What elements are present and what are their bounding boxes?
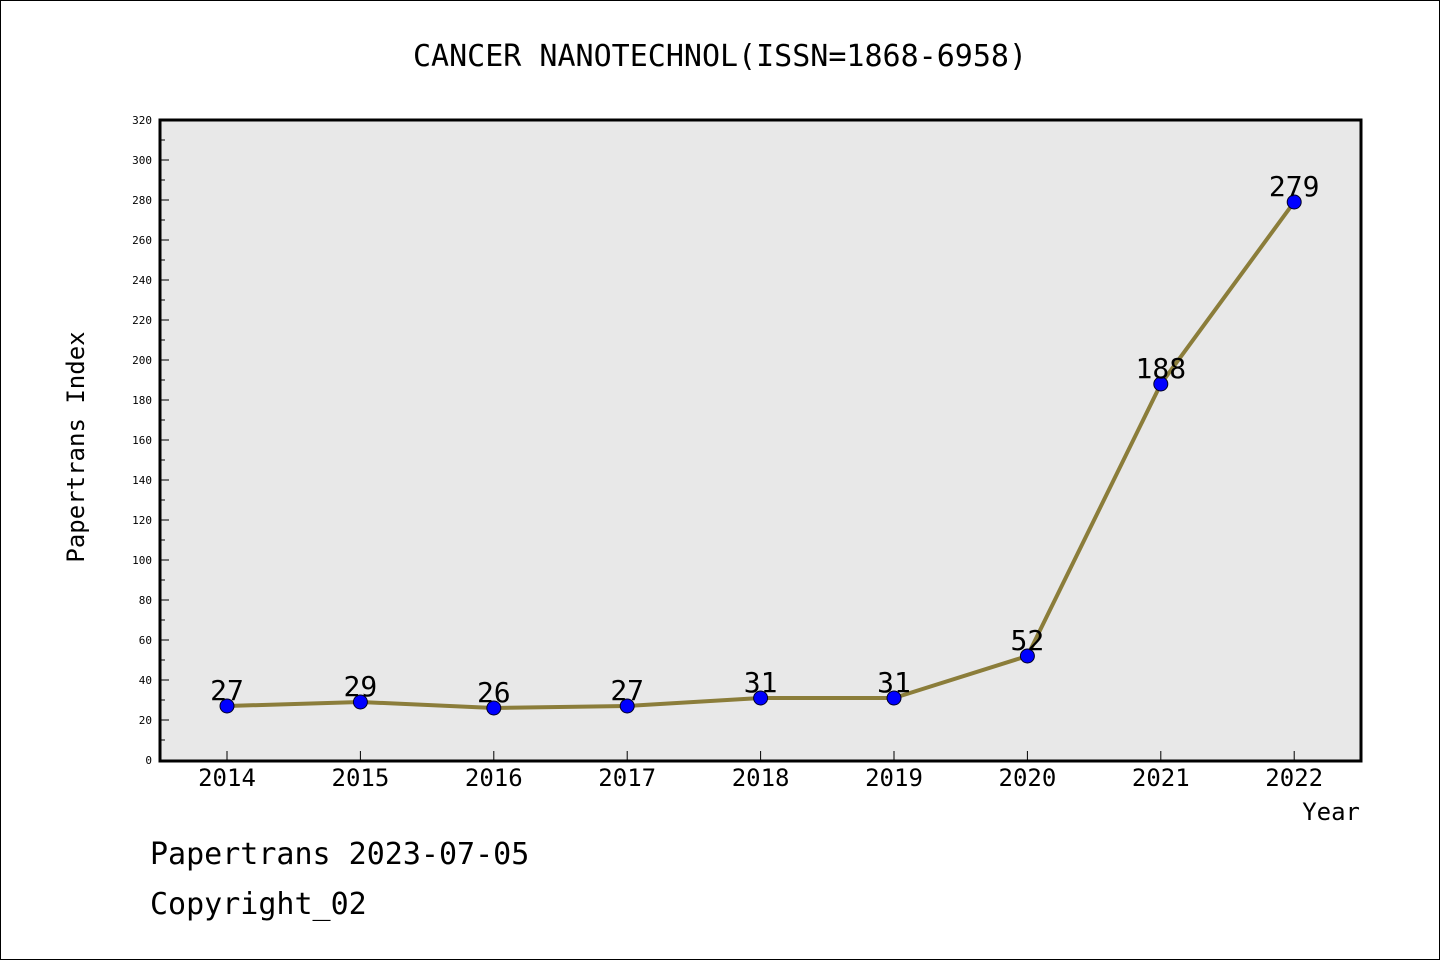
y-tick-label: 180 xyxy=(132,394,152,407)
x-tick-label: 2020 xyxy=(999,764,1057,792)
x-axis-ticks: 2014 2015 2016 2017 2018 2019 2020 2021 2022 xyxy=(198,751,1323,792)
data-point[interactable] xyxy=(619,698,635,714)
y-axis-label: Papertrans Index xyxy=(62,331,90,562)
y-tick-label: 80 xyxy=(139,594,152,607)
x-axis-label: Year xyxy=(1302,798,1360,826)
y-tick-label: 300 xyxy=(132,154,152,167)
data-label: 31 xyxy=(744,666,778,699)
plot-area xyxy=(158,118,1363,763)
x-tick-label: 2018 xyxy=(732,764,790,792)
data-label: 27 xyxy=(210,674,244,707)
chart-title: CANCER NANOTECHNOL(ISSN=1868-6958) xyxy=(413,39,1027,74)
data-point[interactable] xyxy=(1019,648,1035,664)
data-label: 52 xyxy=(1011,624,1045,657)
y-tick-label: 60 xyxy=(139,634,152,647)
x-tick-label: 2019 xyxy=(865,764,923,792)
data-point[interactable] xyxy=(486,700,502,716)
data-label: 29 xyxy=(344,670,378,703)
y-tick-label: 160 xyxy=(132,434,152,447)
x-tick-label: 2017 xyxy=(598,764,656,792)
data-point[interactable] xyxy=(1153,376,1169,392)
y-tick-label: 140 xyxy=(132,474,152,487)
y-tick-label: 20 xyxy=(139,714,152,727)
y-axis-ticks: 0 20 40 60 80 100 120 140 160 180 200 220 240 260 280 3… xyxy=(132,114,169,767)
data-point[interactable] xyxy=(886,690,902,706)
y-tick-label: 40 xyxy=(139,674,152,687)
series-line-group xyxy=(219,194,1302,716)
data-point[interactable] xyxy=(753,690,769,706)
y-tick-label: 260 xyxy=(132,234,152,247)
data-point[interactable] xyxy=(352,694,368,710)
x-tick-label: 2022 xyxy=(1265,764,1323,792)
data-label: 188 xyxy=(1136,352,1187,385)
y-tick-label: 280 xyxy=(132,194,152,207)
data-labels-group: 27 29 26 27 31 31 52 188 279 xyxy=(210,170,1319,709)
data-point[interactable] xyxy=(1286,194,1302,210)
y-tick-label: 240 xyxy=(132,274,152,287)
y-tick-label: 100 xyxy=(132,554,152,567)
y-tick-label: 220 xyxy=(132,314,152,327)
x-tick-label: 2014 xyxy=(198,764,256,792)
data-label: 279 xyxy=(1269,170,1320,203)
data-point[interactable] xyxy=(219,698,235,714)
y-tick-label: 200 xyxy=(132,354,152,367)
y-tick-label: 320 xyxy=(132,114,152,127)
data-label: 27 xyxy=(610,674,644,707)
x-tick-label: 2015 xyxy=(332,764,390,792)
data-label: 26 xyxy=(477,676,511,709)
x-tick-label: 2016 xyxy=(465,764,523,792)
x-tick-label: 2021 xyxy=(1132,764,1190,792)
y-tick-label: 120 xyxy=(132,514,152,527)
y-tick-label: 0 xyxy=(145,754,152,767)
data-label: 31 xyxy=(877,666,911,699)
